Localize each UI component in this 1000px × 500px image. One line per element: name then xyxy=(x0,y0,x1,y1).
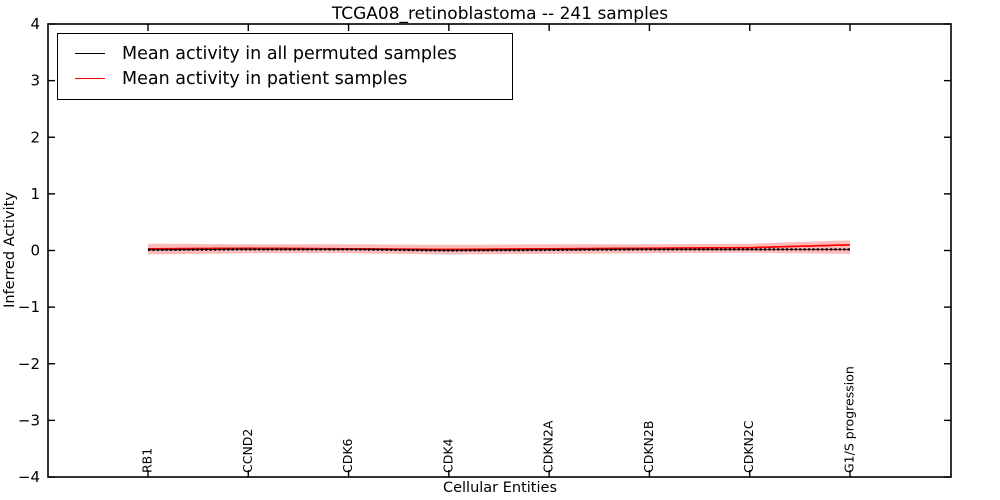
patient-band xyxy=(148,240,850,255)
y-tick-label: 2 xyxy=(30,128,40,146)
y-tick-label: 3 xyxy=(30,72,40,90)
legend-line-black xyxy=(75,53,105,54)
x-tick-label: CDK6 xyxy=(340,438,355,473)
legend-line-red xyxy=(75,78,105,79)
y-tick-label: 4 xyxy=(30,15,40,33)
y-tick-label: −4 xyxy=(18,468,40,486)
patient-mean-line xyxy=(148,243,851,251)
x-tick-label: CDKN2B xyxy=(641,421,656,473)
chart-title: TCGA08_retinoblastoma -- 241 samples xyxy=(331,4,669,24)
x-tick-label: G1/S progression xyxy=(842,366,857,473)
x-tick-label: CCND2 xyxy=(240,429,255,473)
legend-entry-patient: Mean activity in patient samples xyxy=(58,66,512,91)
y-tick-label: 1 xyxy=(30,185,40,203)
y-tick-label: 0 xyxy=(30,242,40,260)
legend-label: Mean activity in patient samples xyxy=(122,68,408,89)
x-tick-label: CDKN2C xyxy=(741,420,756,473)
permuted-mean-line xyxy=(148,249,850,251)
x-tick-label: CDK4 xyxy=(440,438,455,473)
y-tick-label: −3 xyxy=(18,411,40,429)
y-tick-label: −2 xyxy=(18,355,40,373)
x-tick-label: RB1 xyxy=(140,448,155,473)
y-tick-label: −1 xyxy=(18,298,40,316)
x-axis-label: Cellular Entities xyxy=(442,480,558,496)
y-axis-label: Inferred Activity xyxy=(2,192,18,308)
legend: Mean activity in all permuted samples Me… xyxy=(57,33,513,100)
x-tick-label: CDKN2A xyxy=(541,420,556,473)
legend-label: Mean activity in all permuted samples xyxy=(122,43,457,64)
legend-entry-permuted: Mean activity in all permuted samples xyxy=(58,41,512,66)
